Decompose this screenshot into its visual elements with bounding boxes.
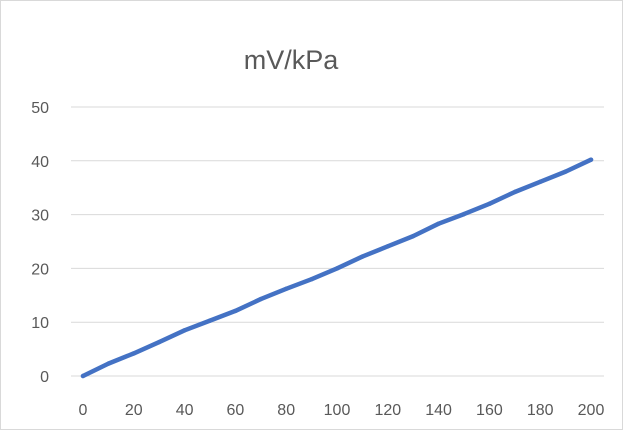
data-point: [106, 361, 111, 366]
y-tick-label: 30: [31, 208, 49, 225]
x-tick-label: 40: [176, 402, 194, 419]
data-point: [538, 179, 543, 184]
data-point: [512, 189, 517, 195]
y-tick-label: 40: [31, 154, 49, 171]
x-tick-label: 60: [227, 402, 245, 419]
data-point: [385, 244, 390, 249]
x-tick-label: 0: [79, 402, 88, 419]
x-tick-label: 160: [476, 402, 503, 419]
y-tick-label: 20: [31, 261, 49, 278]
chart-title: mV/kPa: [244, 45, 340, 75]
x-tick-label: 20: [125, 402, 143, 419]
x-tick-label: 180: [527, 402, 554, 419]
data-point: [258, 296, 263, 302]
x-tick-label: 80: [277, 402, 295, 419]
gridlines: [71, 106, 604, 377]
data-point: [411, 233, 416, 239]
x-tick-label: 200: [578, 402, 605, 419]
data-point: [461, 211, 467, 217]
data-point: [487, 201, 492, 207]
y-tick-label: 50: [31, 100, 49, 117]
data-point: [309, 276, 314, 282]
data-point: [80, 373, 86, 379]
x-tick-label: 100: [324, 402, 351, 419]
data-point: [233, 308, 238, 314]
y-tick-label: 0: [40, 369, 49, 386]
data-point: [360, 254, 365, 259]
x-tick-label: 140: [425, 402, 452, 419]
data-point: [436, 221, 441, 226]
data-point: [131, 351, 136, 356]
data-point: [207, 318, 213, 323]
data-point: [588, 157, 594, 162]
x-tick-label: 120: [374, 402, 401, 419]
y-tick-label: 10: [31, 315, 49, 332]
series-layer: [80, 157, 594, 379]
y-axis-tick-labels: 0 10 20 30 40 50: [31, 100, 49, 386]
data-point: [157, 339, 162, 345]
data-point: [563, 169, 568, 174]
data-point: [334, 266, 340, 271]
data-point: [284, 286, 289, 292]
data-point: [182, 328, 187, 333]
x-axis-tick-labels: 0 20 40 60 80 100 120 140 160 180 200: [79, 402, 605, 419]
